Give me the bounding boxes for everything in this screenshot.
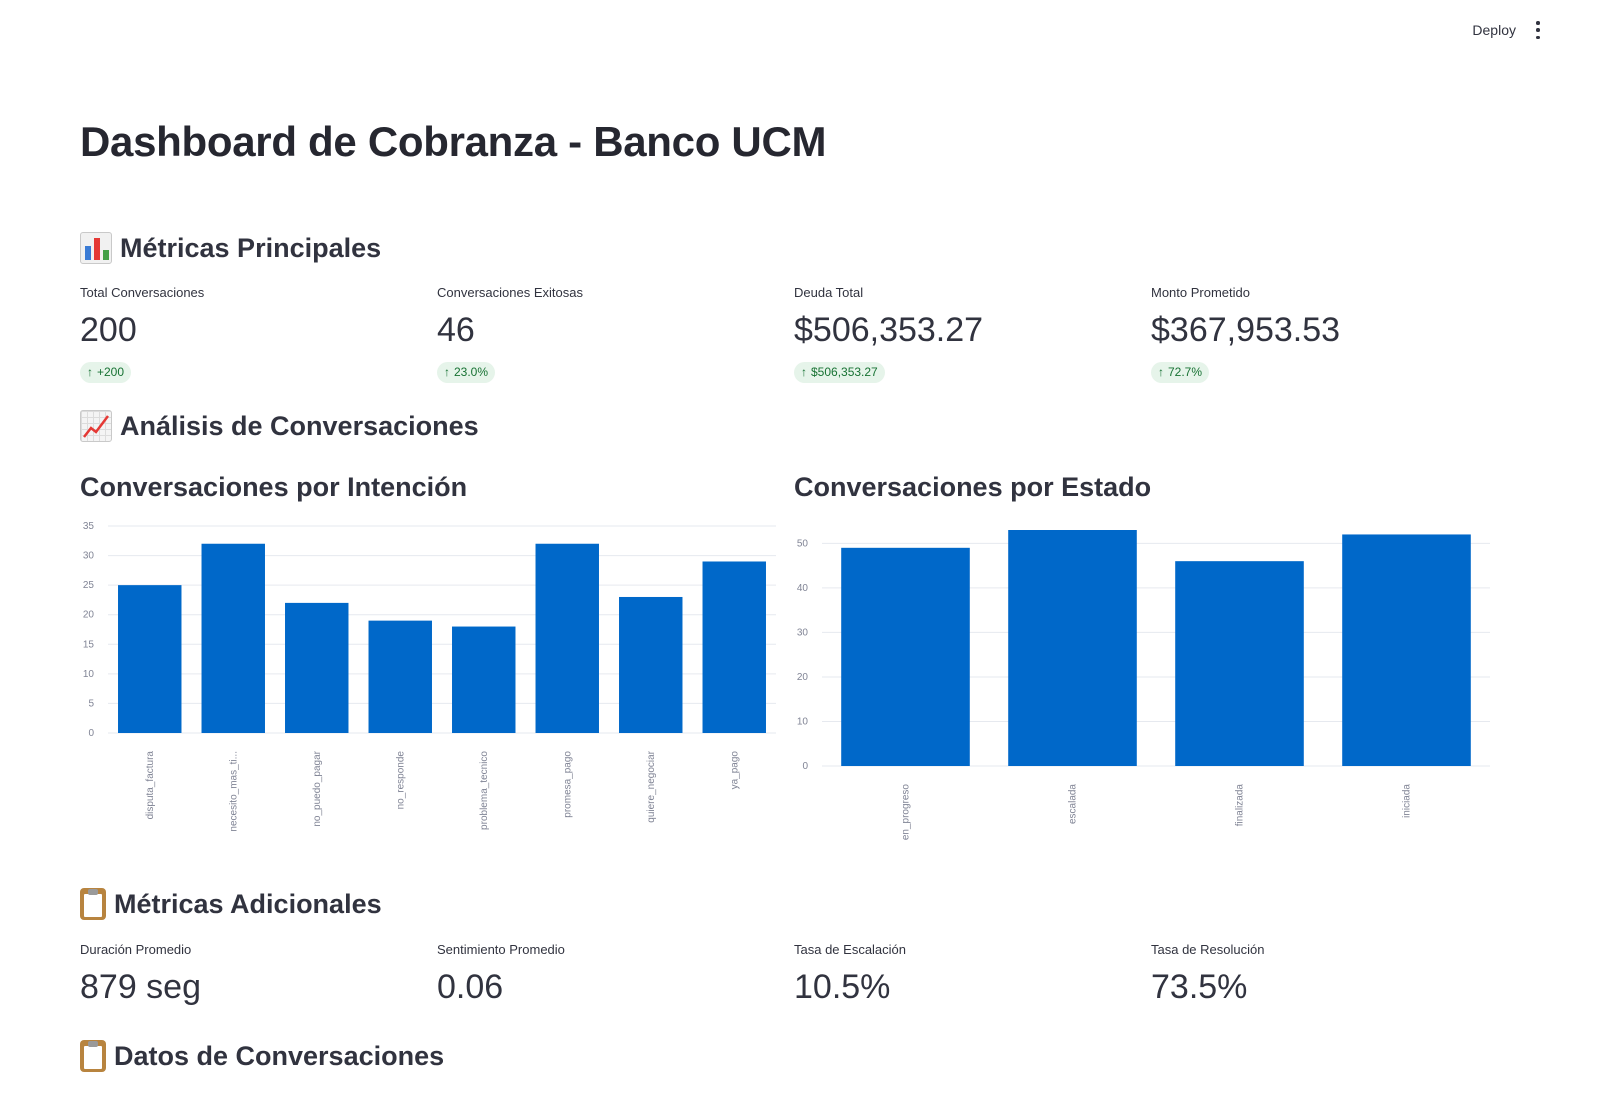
bar[interactable]	[201, 543, 265, 733]
bar[interactable]	[702, 561, 766, 733]
section-title: Métricas Adicionales	[114, 888, 382, 919]
section-title: Análisis de Conversaciones	[120, 410, 479, 441]
x-tick-label: promesa_pago	[562, 751, 573, 818]
x-tick-label: ya_pago	[729, 751, 740, 790]
y-tick-label: 40	[797, 583, 809, 594]
x-tick-label: disputa_factura	[145, 751, 156, 820]
metric-delta: ↑ +200	[80, 362, 132, 383]
metric-delta: ↑ 72.7%	[1151, 362, 1210, 383]
y-tick-label: 0	[802, 761, 808, 772]
chart-increasing-icon	[80, 410, 112, 442]
more-vertical-icon[interactable]	[1534, 21, 1542, 39]
metric-duracion-promedio: Duración Promedio 879 seg	[80, 942, 410, 1007]
clipboard-icon	[80, 1040, 106, 1072]
bar[interactable]	[535, 543, 599, 733]
bar-chart-intencion: 0 5 10 15 20 25 30 35 disputa_factura necesito_ma…	[83, 521, 776, 832]
section-title: Datos de Conversaciones	[114, 1040, 445, 1071]
metric-delta: ↑ $506,353.27	[794, 362, 885, 383]
section-title: Métricas Principales	[120, 232, 382, 263]
bar[interactable]	[1008, 530, 1137, 766]
delta-value: 72.7%	[1168, 365, 1203, 379]
y-tick-label: 0	[88, 728, 94, 739]
arrow-up-icon: ↑	[1158, 365, 1164, 379]
clipboard-icon	[80, 888, 106, 920]
metric-value: 73.5%	[1151, 968, 1248, 1006]
y-tick-label: 5	[88, 698, 94, 709]
section-metricas-adicionales: Métricas Adicionales	[80, 888, 382, 920]
arrow-up-icon: ↑	[87, 365, 93, 379]
bar[interactable]	[368, 620, 432, 733]
bar-chart-estado: 0 10 20 30 40 50 en_progreso escalada finalizada…	[797, 530, 1490, 841]
metric-value: 0.06	[437, 968, 504, 1006]
y-tick-label: 25	[83, 580, 95, 591]
bar[interactable]	[1342, 534, 1471, 766]
metric-delta: ↑ 23.0%	[437, 362, 496, 383]
metric-value: 46	[437, 311, 475, 349]
bar[interactable]	[285, 602, 349, 733]
metric-sentimiento-promedio: Sentimiento Promedio 0.06	[437, 942, 767, 1007]
x-tick-label: necesito_mas_ti...	[228, 751, 239, 832]
metric-value: $367,953.53	[1151, 311, 1341, 349]
y-tick-label: 30	[797, 627, 809, 638]
arrow-up-icon: ↑	[444, 365, 450, 379]
y-tick-label: 35	[83, 521, 95, 532]
x-tick-label: no_responde	[395, 751, 406, 810]
metric-conversaciones-exitosas: Conversaciones Exitosas 46 ↑ 23.0%	[437, 285, 767, 383]
x-tick-label: finalizada	[1235, 784, 1246, 827]
y-tick-label: 20	[83, 610, 95, 621]
delta-value: 23.0%	[454, 365, 489, 379]
x-tick-label: escalada	[1068, 784, 1079, 824]
x-tick-label: quiere_negociar	[646, 750, 657, 822]
page-title: Dashboard de Cobranza - Banco UCM	[80, 118, 827, 165]
delta-value: $506,353.27	[811, 365, 878, 379]
metric-deuda-total: Deuda Total $506,353.27 ↑ $506,353.27	[794, 285, 1124, 383]
chart-title-intencion: Conversaciones por Intención	[80, 472, 468, 502]
y-tick-label: 20	[797, 672, 809, 683]
bar[interactable]	[1175, 561, 1304, 766]
metric-monto-prometido: Monto Prometido $367,953.53 ↑ 72.7%	[1151, 285, 1481, 383]
bar[interactable]	[118, 585, 182, 733]
metric-tasa-escalacion: Tasa de Escalación 10.5%	[794, 942, 1124, 1007]
metric-value: 200	[80, 311, 137, 349]
metric-tasa-resolucion: Tasa de Resolución 73.5%	[1151, 942, 1481, 1007]
y-tick-label: 30	[83, 551, 95, 562]
bar[interactable]	[841, 547, 970, 766]
metric-label: Tasa de Resolución	[1151, 942, 1265, 957]
bar[interactable]	[452, 626, 516, 733]
y-tick-label: 15	[83, 639, 95, 650]
delta-value: +200	[97, 365, 125, 379]
metric-label: Tasa de Escalación	[794, 942, 907, 957]
bar-chart-icon	[80, 232, 112, 264]
metric-label: Conversaciones Exitosas	[437, 285, 583, 300]
section-metricas-principales: Métricas Principales	[80, 232, 381, 264]
metric-label: Deuda Total	[794, 285, 864, 300]
metric-label: Duración Promedio	[80, 942, 192, 957]
metric-value: $506,353.27	[794, 311, 984, 349]
x-tick-label: problema_tecnico	[479, 751, 490, 830]
metric-label: Sentimiento Promedio	[437, 942, 565, 957]
bar[interactable]	[619, 596, 683, 733]
metric-value: 879 seg	[80, 968, 201, 1006]
deploy-button[interactable]: Deploy	[1472, 22, 1516, 38]
y-tick-label: 10	[83, 669, 95, 680]
x-tick-label: no_puedo_pagar	[312, 750, 323, 826]
metric-total-conversaciones: Total Conversaciones 200 ↑ +200	[80, 285, 410, 383]
metric-label: Monto Prometido	[1151, 285, 1250, 300]
top-bar: Deploy	[0, 0, 1600, 60]
x-tick-label: en_progreso	[901, 784, 912, 841]
section-datos-conversaciones: Datos de Conversaciones	[80, 1040, 444, 1072]
y-tick-label: 50	[797, 538, 809, 549]
chart-title-estado: Conversaciones por Estado	[794, 472, 1152, 502]
y-tick-label: 10	[797, 716, 809, 727]
x-tick-label: iniciada	[1402, 784, 1413, 818]
metric-value: 10.5%	[794, 968, 891, 1006]
section-analisis-conversaciones: Análisis de Conversaciones	[80, 410, 479, 442]
arrow-up-icon: ↑	[801, 365, 807, 379]
metric-label: Total Conversaciones	[80, 285, 205, 300]
